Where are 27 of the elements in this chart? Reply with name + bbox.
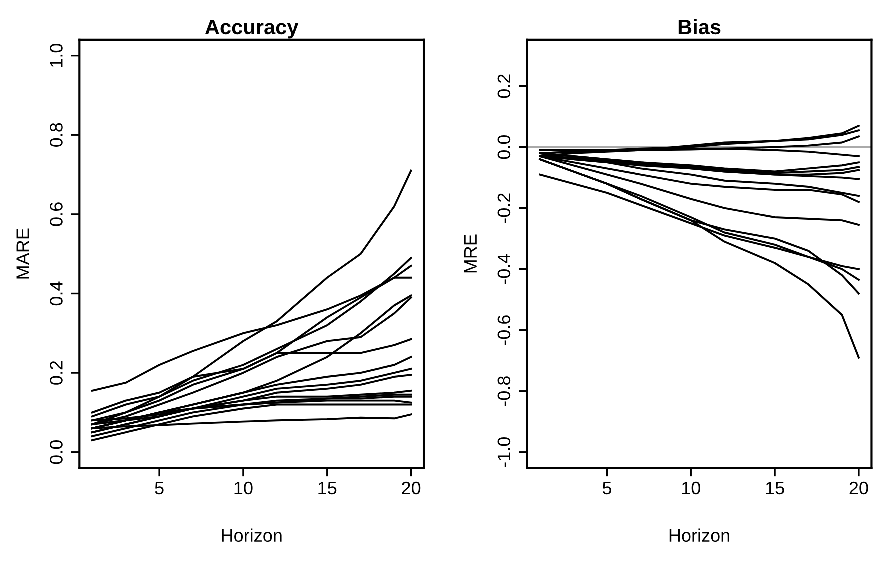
y-tick-label: 0.4	[50, 282, 63, 306]
x-tick-label: 20	[850, 482, 868, 495]
y-tick-label: 1.0	[50, 44, 63, 68]
chart-title: Accuracy	[205, 20, 299, 39]
x-axis-title: Horizon	[222, 528, 282, 542]
y-tick-label: 0.2	[498, 74, 511, 98]
x-tick-label: 10	[682, 482, 700, 495]
y-axis-title: MARE	[16, 228, 30, 279]
y-axis-title: MRE	[464, 234, 477, 273]
y-tick-label: -0.4	[498, 254, 511, 284]
y-tick-label: 0.2	[50, 361, 63, 385]
x-tick-label: 5	[155, 482, 164, 495]
x-tick-label: 15	[318, 482, 337, 495]
y-tick-label: -1.0	[498, 438, 511, 468]
x-tick-label: 20	[402, 482, 421, 495]
y-tick-label: 0.0	[50, 440, 63, 464]
x-tick-label: 15	[766, 482, 784, 495]
y-tick-label: 0.6	[50, 202, 63, 226]
y-tick-label: 0.8	[50, 123, 63, 147]
y-tick-label: -0.2	[498, 194, 511, 224]
x-tick-label: 10	[234, 482, 253, 495]
y-tick-label: 0.0	[498, 135, 511, 160]
chart-title: Bias	[678, 19, 721, 35]
x-axis-title: Horizon	[670, 528, 730, 542]
y-tick-label: -0.6	[498, 316, 511, 346]
y-tick-label: -0.8	[498, 376, 511, 406]
x-tick-label: 5	[602, 482, 612, 495]
